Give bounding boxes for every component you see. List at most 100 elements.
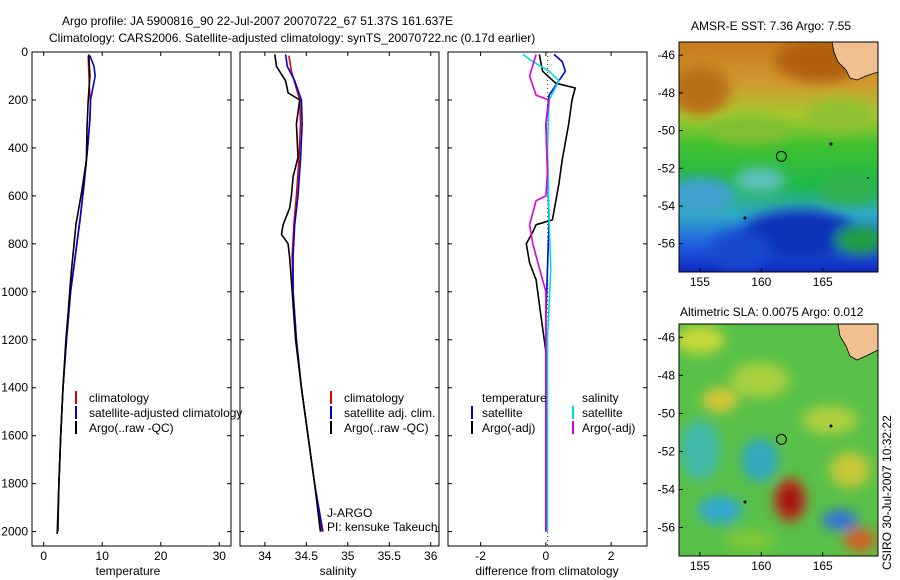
salinity-panel: 34 34.5 35 35.5 36 salinity climatology sate… xyxy=(239,51,440,578)
temperature-lines xyxy=(56,54,96,535)
x-tick-label: 155 xyxy=(690,275,710,289)
legend-label-temp-argo: Argo(-adj) xyxy=(482,421,535,435)
x-tick-label: 160 xyxy=(751,559,771,573)
salinity-x-ticks: 34 34.5 35 35.5 36 xyxy=(258,52,438,563)
difference-legend: temperature satellite Argo(-adj) salinit… xyxy=(471,391,635,435)
series-line-satellite-adjusted-climatology xyxy=(57,55,96,532)
y-tick-label: -52 xyxy=(658,161,676,175)
sst-heatmap-image xyxy=(679,42,878,272)
legend-label-climatology: climatology xyxy=(344,391,404,405)
y-tick-label: -50 xyxy=(658,124,676,138)
sla-x-ticks: 155 160 165 xyxy=(690,552,833,573)
y-tick-label: 200 xyxy=(8,93,28,107)
credit-timestamp: CSIRO 30-Jul-2007 10:32:22 xyxy=(880,415,894,570)
argo-float-marker xyxy=(775,433,787,445)
sst-map-title: AMSR-E SST: 7.36 Argo: 7.55 xyxy=(691,19,851,33)
series-line-temperature-argo-adj xyxy=(525,54,577,532)
x-tick-label: 34.5 xyxy=(295,549,319,563)
y-tick-label: -48 xyxy=(658,368,676,382)
y-tick-label: -50 xyxy=(658,406,676,420)
principal-investigator-annotation: PI: kensuke Takeuchi xyxy=(327,520,440,534)
y-tick-label: 800 xyxy=(8,237,28,251)
x-tick-label: 20 xyxy=(154,549,168,563)
difference-xlabel: difference from climatology xyxy=(475,564,618,578)
x-tick-label: 10 xyxy=(96,549,110,563)
y-tick-label: -54 xyxy=(658,482,676,496)
x-tick-label: 2 xyxy=(608,549,615,563)
y-tick-label: 1600 xyxy=(1,429,28,443)
y-tick-label: 0 xyxy=(21,45,28,59)
y-tick-label: 2000 xyxy=(1,525,28,539)
legend-title-temperature: temperature xyxy=(482,391,547,405)
series-line-argo-raw-qc xyxy=(56,54,91,535)
new-zealand-land xyxy=(837,324,878,361)
title-line-2: Climatology: CARS2006. Satellite-adjuste… xyxy=(49,31,535,45)
temperature-xlabel: temperature xyxy=(96,564,161,578)
float-program-annotation: J-ARGO xyxy=(327,506,372,520)
x-tick-label: 155 xyxy=(690,559,710,573)
x-tick-label: 0 xyxy=(543,549,550,563)
y-tick-label: -46 xyxy=(658,330,676,344)
y-tick-label: 1000 xyxy=(1,285,28,299)
x-tick-label: 35.5 xyxy=(378,549,402,563)
temperature-panel: 0 200 400 600 800 1000 1200 1400 1600 1800 2000 0 1… xyxy=(1,45,242,578)
series-line-climatology xyxy=(57,55,92,532)
sla-map-panel: Altimetric SLA: 0.0075 Argo: 0.012 xyxy=(658,305,879,573)
new-zealand-land xyxy=(831,42,878,81)
y-tick-label: 400 xyxy=(8,141,28,155)
y-tick-label: -46 xyxy=(658,48,676,62)
legend-label-sal-satellite: satellite xyxy=(582,406,623,420)
x-tick-label: 30 xyxy=(213,549,227,563)
island-marker xyxy=(743,216,747,220)
island-marker xyxy=(867,177,869,179)
x-tick-label: 36 xyxy=(424,549,438,563)
legend-label-satellite-adj: satellite adj. clim. xyxy=(344,406,435,420)
legend-label-climatology: climatology xyxy=(89,391,149,405)
difference-panel: -2 0 2 difference from climatology tempera… xyxy=(447,51,648,578)
argo-float-marker xyxy=(775,150,787,162)
y-tick-label: 1400 xyxy=(1,381,28,395)
x-tick-label: -2 xyxy=(475,549,486,563)
temperature-x-ticks: 0 10 20 30 xyxy=(40,52,226,563)
sst-map-frame xyxy=(678,41,879,273)
legend-label-argo: Argo(..raw -QC) xyxy=(344,421,429,435)
y-tick-label: -48 xyxy=(658,86,676,100)
series-line-salinity-argo-adj xyxy=(528,54,550,532)
y-tick-label: -54 xyxy=(658,199,676,213)
x-tick-label: 160 xyxy=(751,275,771,289)
salinity-y-ticks xyxy=(240,51,439,533)
x-tick-label: 35 xyxy=(341,549,355,563)
sla-map-title: Altimetric SLA: 0.0075 Argo: 0.012 xyxy=(680,305,864,319)
sla-heatmap-image xyxy=(679,324,878,556)
salinity-xlabel: salinity xyxy=(320,564,357,578)
salinity-lines xyxy=(274,54,324,532)
x-tick-label: 165 xyxy=(813,559,833,573)
y-tick-label: 1200 xyxy=(1,333,28,347)
island-marker xyxy=(743,500,747,504)
difference-lines xyxy=(522,53,577,532)
temperature-legend: climatology satellite-adjusted climatolo… xyxy=(75,391,242,435)
legend-label-temp-satellite: satellite xyxy=(482,406,523,420)
title-line-1: Argo profile: JA 5900816_90 22-Jul-2007 … xyxy=(62,14,453,28)
legend-label-satellite-adjusted: satellite-adjusted climatology xyxy=(89,406,242,420)
legend-title-salinity: salinity xyxy=(582,391,619,405)
temperature-axes-frame xyxy=(31,51,232,547)
y-tick-label: -56 xyxy=(658,520,676,534)
sla-map-frame xyxy=(678,323,879,557)
x-tick-label: 0 xyxy=(40,549,47,563)
y-tick-label: 1800 xyxy=(1,477,28,491)
temperature-y-ticks: 0 200 400 600 800 1000 1200 1400 1600 1800 2000 xyxy=(1,45,231,539)
series-line-salinity-satellite xyxy=(522,53,560,532)
x-tick-label: 34 xyxy=(258,549,272,563)
island-marker xyxy=(829,424,833,428)
x-tick-label: 165 xyxy=(813,275,833,289)
salinity-axes-frame xyxy=(239,51,440,547)
series-line-argo-raw-qc xyxy=(274,54,322,532)
difference-x-ticks: -2 0 2 xyxy=(448,51,647,563)
y-tick-label: -56 xyxy=(658,237,676,251)
sla-y-ticks: -46 -48 -50 -52 -54 -56 xyxy=(658,330,683,534)
sst-map-panel: AMSR-E SST: 7.36 Argo: 7.55 155 160 165 xyxy=(658,19,879,289)
legend-label-sal-argo: Argo(-adj) xyxy=(582,421,635,435)
y-tick-label: 600 xyxy=(8,189,28,203)
